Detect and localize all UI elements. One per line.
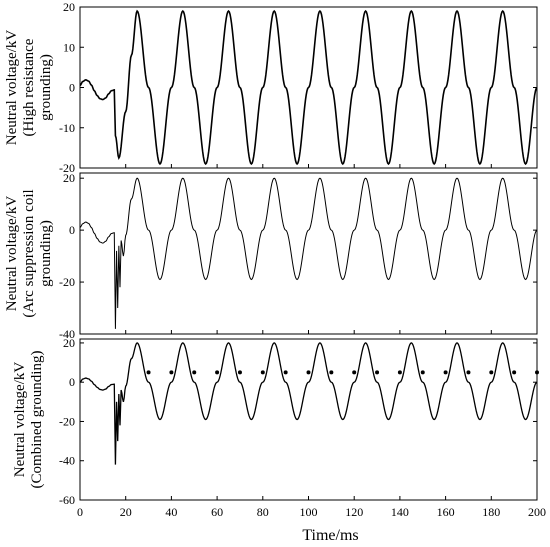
panel-3-ylabel-line: Neutral voltage/kV: [12, 362, 28, 478]
panel-3-data-point: [306, 370, 311, 375]
panel-3-ytick-label: 20: [63, 336, 75, 350]
panel-2-ylabel-line: grounding): [38, 220, 54, 287]
panel-3-xtick-label: 160: [437, 505, 455, 519]
panel-2-series-line: [79, 177, 538, 329]
panel-3-data-point: [215, 370, 220, 375]
panel-3-data-point: [420, 370, 425, 375]
panel-2-ytick-label: 0: [69, 223, 75, 237]
panel-3-xtick-label: 200: [528, 505, 546, 519]
panel-2-ytick-label: -20: [59, 275, 75, 289]
panel-3-frame: [79, 338, 538, 501]
panel-3-series-line: [79, 342, 538, 465]
panel-3-data-point: [375, 370, 380, 375]
panel-3-data-point: [146, 370, 151, 375]
panel-1-ylabel-line: Neutral voltage/kV: [4, 30, 20, 146]
panel-1-ylabel-line: (High resistance: [21, 38, 37, 136]
panel-3-data-point: [237, 370, 242, 375]
panel-3-data-point: [535, 370, 539, 375]
panel-3-data-point: [192, 370, 197, 375]
panel-3-xtick-label: 0: [77, 505, 83, 519]
panel-2-ylabel-line: Neutral voltage/kV: [4, 196, 20, 312]
panel-1-ytick-label: -20: [59, 161, 75, 175]
panel-1-ytick-label: -10: [59, 121, 75, 135]
panel-3-ytick-label: -60: [59, 493, 75, 507]
panel-2-ytick-label: -40: [59, 327, 75, 341]
panel-3-data-point: [512, 370, 517, 375]
panel-3-ytick-label: -20: [59, 414, 75, 428]
panel-1-ytick-label: 0: [69, 81, 75, 95]
panel-1-ytick-label: 10: [63, 40, 75, 54]
panel-3-data-point: [260, 370, 265, 375]
panel-2-frame: [79, 172, 538, 335]
panel-3-xtick-label: 80: [257, 505, 269, 519]
panel-3-data-point: [283, 370, 288, 375]
panel-3-data-point: [169, 370, 174, 375]
panel-3-ytick-label: 0: [69, 375, 75, 389]
panel-3-data-point: [489, 370, 494, 375]
panel-3-data-point: [352, 370, 357, 375]
panel-3-xtick-label: 20: [120, 505, 132, 519]
panel-1-series-line: [79, 9, 538, 166]
panel-3-ylabel-line: (Combined grounding): [29, 351, 45, 489]
panel-3-xtick-label: 40: [165, 505, 177, 519]
panel-2-ytick-label: 20: [63, 171, 75, 185]
panel-3-xtick-label: 100: [300, 505, 318, 519]
panel-3-data-point: [466, 370, 471, 375]
panel-3-xtick-label: 140: [391, 505, 409, 519]
x-axis-label: Time/ms: [302, 527, 358, 544]
panel-3-xtick-label: 180: [482, 505, 500, 519]
panel-3-data-point: [329, 370, 334, 375]
panel-2-ylabel-line: (Arc suppression coil: [21, 189, 37, 317]
panel-3-xtick-label: 120: [345, 505, 363, 519]
panel-3-data-point: [443, 370, 448, 375]
panel-1-ytick-label: 20: [63, 0, 75, 14]
panel-3-xtick-label: 60: [211, 505, 223, 519]
panel-3-ytick-label: -40: [59, 454, 75, 468]
panel-3-data-point: [397, 370, 402, 375]
panel-1-ylabel-line: grounding): [38, 54, 54, 121]
